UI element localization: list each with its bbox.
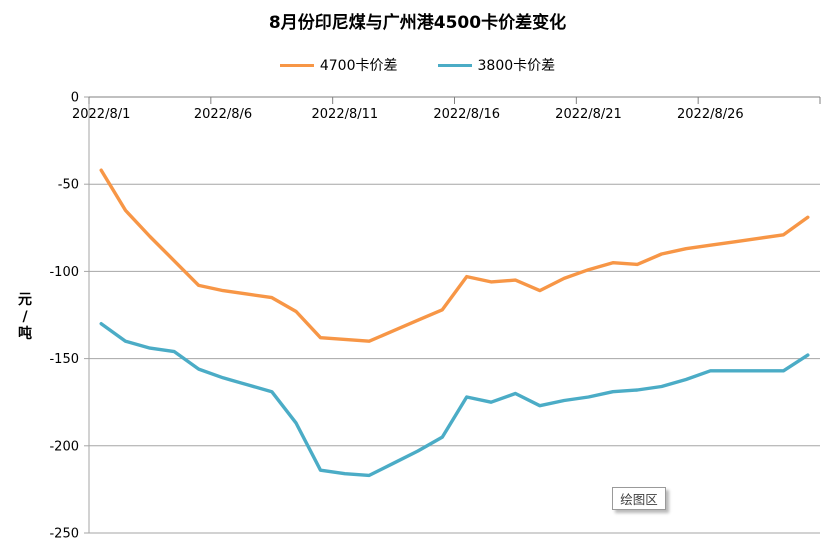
y-axis-title: 元 / 吨	[18, 292, 32, 342]
x-tick-label: 2022/8/26	[677, 107, 744, 122]
x-tick-label: 2022/8/16	[433, 107, 500, 122]
series-line-1[interactable]	[99, 322, 810, 478]
legend-item-4700[interactable]: 4700卡价差	[279, 55, 398, 75]
x-tick-label: 2022/8/1	[72, 107, 130, 122]
legend-swatch-4700	[279, 63, 314, 67]
y-tick-label: -250	[49, 527, 79, 542]
y-tick-label: -150	[49, 352, 79, 367]
series-line-0[interactable]	[99, 168, 810, 343]
legend-swatch-3800	[437, 63, 472, 67]
legend-label-3800: 3800卡价差	[477, 58, 556, 74]
x-tick-label: 2022/8/6	[194, 107, 252, 122]
x-tick-label: 2022/8/21	[555, 107, 622, 122]
y-tick-label: -100	[49, 265, 79, 280]
y-tick-label: 0	[71, 91, 79, 106]
legend-label-4700: 4700卡价差	[319, 58, 398, 74]
legend-item-3800[interactable]: 3800卡价差	[437, 55, 556, 75]
x-tick-label: 2022/8/11	[312, 107, 379, 122]
chart-title: 8月份印尼煤与广州港4500卡价差变化	[268, 13, 567, 33]
y-tick-label: -50	[58, 178, 79, 193]
y-tick-label: -200	[49, 439, 79, 454]
plot-area-tooltip: 绘图区	[612, 487, 666, 510]
legend: 4700卡价差 3800卡价差	[0, 55, 835, 75]
